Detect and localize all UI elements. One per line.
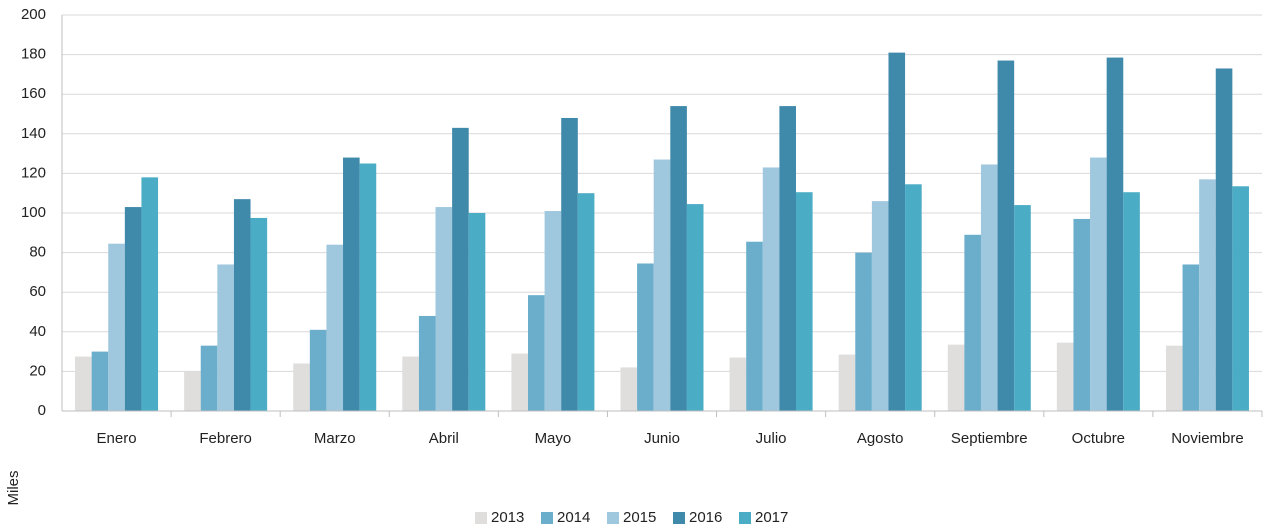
bar <box>686 204 704 411</box>
bar <box>75 356 92 411</box>
legend-swatch <box>475 512 487 524</box>
bar <box>561 117 578 412</box>
bar <box>653 159 671 411</box>
bar <box>1215 68 1233 412</box>
bar <box>233 199 251 411</box>
bar <box>871 201 889 411</box>
x-tick-label: Noviembre <box>1171 430 1244 447</box>
bar <box>184 371 201 411</box>
legend-swatch <box>673 512 685 524</box>
bar <box>1073 218 1091 411</box>
bar <box>762 167 780 411</box>
y-tick-label: 20 <box>29 362 46 379</box>
x-tick-label: Junio <box>644 430 680 447</box>
x-tick-label: Febrero <box>199 430 252 447</box>
bar <box>528 295 545 411</box>
bar <box>1106 57 1124 411</box>
x-tick-label: Mayo <box>535 430 572 447</box>
bar <box>779 106 796 411</box>
y-tick-label: 180 <box>21 46 46 63</box>
bar <box>468 213 486 411</box>
legend-swatch <box>607 512 619 524</box>
bar <box>359 163 377 411</box>
bar <box>200 345 218 411</box>
x-tick-label: Abril <box>429 430 459 447</box>
bar <box>838 354 856 411</box>
bar <box>1014 205 1031 411</box>
bar <box>1165 345 1183 411</box>
bar <box>402 356 419 411</box>
bar <box>511 353 529 411</box>
bar <box>947 344 965 411</box>
y-tick-label: 200 <box>21 6 46 23</box>
bar <box>217 264 234 411</box>
x-tick-label: Agosto <box>857 430 904 447</box>
bar <box>1056 342 1074 411</box>
bar <box>108 243 125 411</box>
bar <box>435 207 453 411</box>
y-tick-label: 40 <box>29 323 46 340</box>
bar <box>326 244 344 411</box>
bar <box>577 193 595 411</box>
y-tick-label: 100 <box>21 204 46 221</box>
bar <box>418 315 436 411</box>
y-tick-label: 140 <box>21 125 46 142</box>
bar <box>670 106 687 411</box>
bar <box>1199 179 1216 411</box>
x-tick-label: Octubre <box>1072 430 1125 447</box>
bar <box>997 60 1015 411</box>
bar <box>980 164 998 411</box>
bar <box>1090 157 1107 411</box>
bar <box>905 184 922 411</box>
y-tick-label: 120 <box>21 164 46 181</box>
y-axis-label: Miles <box>5 470 22 505</box>
legend-label: 2015 <box>623 509 656 526</box>
bar <box>964 234 981 411</box>
bar <box>544 211 562 411</box>
bar <box>637 263 654 411</box>
x-tick-label: Enero <box>97 430 137 447</box>
bar <box>452 127 469 412</box>
legend-label: 2017 <box>755 509 788 526</box>
bar <box>293 363 310 411</box>
bar <box>795 192 813 411</box>
legend-label: 2013 <box>491 509 524 526</box>
x-tick-label: Julio <box>756 430 787 447</box>
bar <box>343 157 360 411</box>
legend-swatch <box>541 512 553 524</box>
bar <box>309 329 327 411</box>
bar <box>124 207 142 411</box>
y-tick-label: 160 <box>21 85 46 102</box>
x-tick-label: Marzo <box>314 430 356 447</box>
bar <box>620 367 638 411</box>
bar <box>729 357 747 411</box>
legend-swatch <box>739 512 751 524</box>
y-tick-label: 80 <box>29 244 46 261</box>
y-tick-label: 60 <box>29 283 46 300</box>
bar <box>888 52 906 412</box>
legend-label: 2016 <box>689 509 722 526</box>
y-tick-label: 0 <box>38 402 46 419</box>
bar <box>746 241 763 411</box>
bar <box>1123 192 1140 411</box>
bar <box>91 351 109 411</box>
bar <box>1232 186 1249 411</box>
bar <box>141 177 159 411</box>
bar <box>1182 264 1200 411</box>
legend-label: 2014 <box>557 509 590 526</box>
x-tick-label: Septiembre <box>951 430 1028 447</box>
bar <box>855 252 872 411</box>
bar <box>250 217 268 411</box>
